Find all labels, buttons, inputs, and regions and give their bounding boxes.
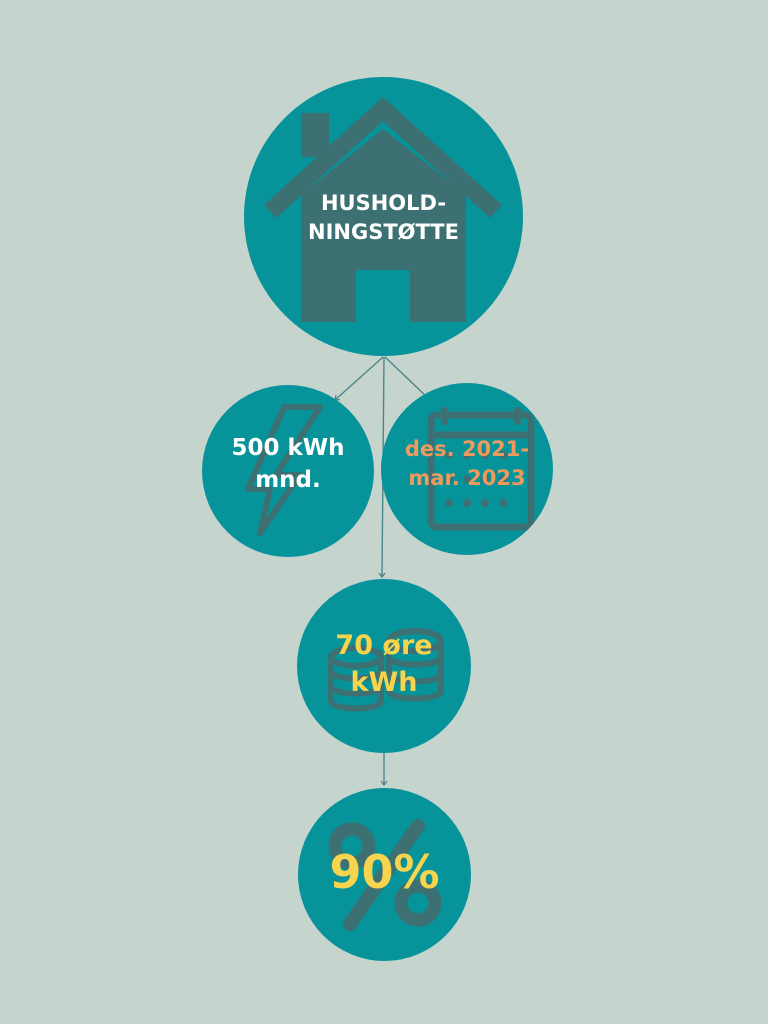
lightning-bolt-icon — [245, 404, 323, 536]
arrow-to-kwh — [334, 356, 384, 401]
coins-icon — [328, 628, 444, 712]
price-threshold-node: 70 øre kWh — [297, 579, 471, 753]
price-threshold-label: 70 øre kWh — [335, 630, 433, 699]
coverage-percent-node: 90% — [298, 788, 471, 961]
period-node: des. 2021- mar. 2023 — [381, 383, 553, 555]
house-icon — [264, 97, 502, 326]
period-label: des. 2021- mar. 2023 — [404, 437, 530, 490]
coverage-percent-label: 90% — [329, 845, 440, 899]
monthly-limit-label: 500 kWh mnd. — [231, 435, 345, 493]
arrow-to-period — [384, 356, 430, 400]
calendar-icon — [427, 407, 535, 531]
household-support-label: HUSHOLD- NINGSTØTTE — [308, 191, 459, 244]
percent-icon — [328, 819, 442, 931]
household-support-node: HUSHOLD- NINGSTØTTE — [244, 77, 523, 356]
monthly-limit-node: 500 kWh mnd. — [202, 385, 374, 557]
